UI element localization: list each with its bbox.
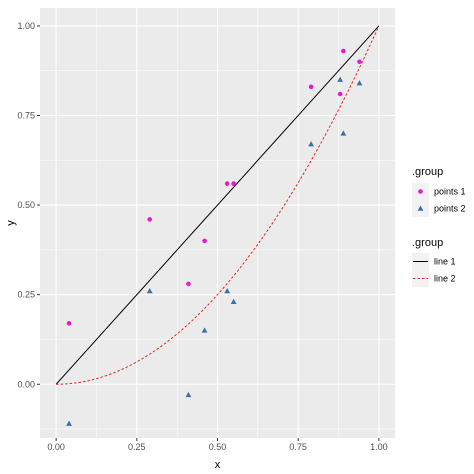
data-point-points-2 [230,298,237,304]
data-point-points-1 [66,321,72,326]
y-tick-label: 1.00 [17,21,35,31]
legend-points: .group points 1 points 2 [412,166,466,217]
line-series [55,25,380,385]
data-point-points-2 [356,80,363,86]
y-tick-label: 0.50 [17,200,35,210]
data-point-points-1 [147,217,153,222]
data-point-points-1 [341,48,346,54]
data-point-points-2 [308,141,314,147]
data-point-points-1 [202,238,207,244]
y-axis: 0.00 0.25 0.50 0.75 1.00 [17,21,40,389]
series-line-1 [55,25,380,385]
legend-label-points-1: points 1 [434,187,466,197]
data-point-points-1 [357,59,362,65]
x-tick-label: 0.00 [47,442,65,452]
legend-points-title: .group [412,166,443,178]
x-tick-label: 0.50 [209,442,227,452]
data-point-points-2 [185,391,192,398]
x-tick-label: 0.75 [289,442,307,452]
legend-key-line-2 [412,270,429,287]
data-point-points-1 [308,84,314,90]
data-point-points-2 [337,76,344,82]
point-series [66,48,363,426]
data-point-points-2 [224,287,231,294]
legend-label-points-2: points 2 [434,204,466,214]
x-tick-label: 1.00 [370,442,388,452]
data-point-points-1 [224,181,230,186]
data-point-points-1 [231,181,236,186]
y-tick-label: 0.75 [17,111,35,121]
data-point-points-2 [201,327,208,333]
data-point-points-2 [146,287,153,294]
legend-marker-points-2 [417,205,424,211]
y-tick-label: 0.25 [17,290,35,300]
legend-marker-points-1 [418,189,423,194]
y-tick-label: 0.00 [17,379,35,389]
legend-label-line-2: line 2 [434,274,456,284]
data-point-points-2 [340,130,347,136]
legend-lines: .group line 1 line 2 [412,237,456,287]
legend-lines-title: .group [412,237,443,249]
legend-label-line-1: line 1 [434,257,456,267]
x-axis: 0.00 0.25 0.50 0.75 1.00 [47,438,388,452]
data-point-points-2 [66,420,72,426]
x-axis-title: x [215,459,221,471]
data-point-points-1 [186,281,191,287]
data-point-points-1 [337,91,343,97]
x-tick-label: 0.25 [128,442,146,452]
series-line-2 [56,25,380,385]
y-axis-title: y [5,220,17,226]
